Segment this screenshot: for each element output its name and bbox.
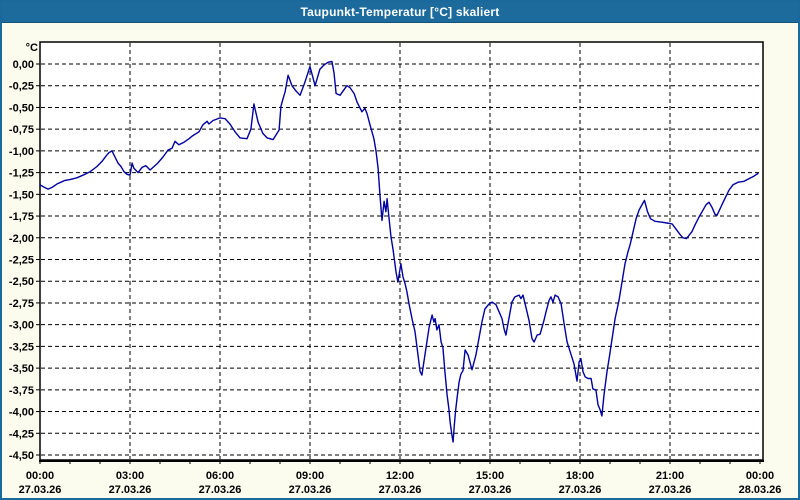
y-axis-tick-label: -3,00 <box>9 320 34 332</box>
x-axis-date-label: 27.03.26 <box>289 484 332 496</box>
y-axis-tick-label: -0,75 <box>9 124 34 136</box>
chart-title: Taupunkt-Temperatur [°C] skaliert <box>300 5 500 19</box>
x-axis-time-label: 06:00 <box>206 470 234 482</box>
y-axis-tick-label: -2,75 <box>9 298 34 310</box>
y-axis-tick-label: -4,00 <box>9 407 34 419</box>
y-axis-tick-label: -2,00 <box>9 233 34 245</box>
y-axis-tick-label: -1,50 <box>9 189 34 201</box>
y-axis-tick-label: -2,50 <box>9 276 34 288</box>
plot-area <box>40 42 763 460</box>
y-axis-tick-label: 0,00 <box>13 59 34 71</box>
y-axis-tick-label: -1,25 <box>9 168 34 180</box>
y-axis-tick-label: -2,25 <box>9 255 34 267</box>
y-axis-tick-label: -3,25 <box>9 341 34 353</box>
y-axis-tick-label: -0,50 <box>9 102 34 114</box>
x-axis-date-label: 28.03.26 <box>739 484 782 496</box>
x-axis-time-label: 00:00 <box>26 470 54 482</box>
x-axis-date-label: 27.03.26 <box>199 484 242 496</box>
x-axis-date-label: 27.03.26 <box>379 484 422 496</box>
x-axis-date-label: 27.03.26 <box>109 484 152 496</box>
x-axis-time-label: 12:00 <box>386 470 414 482</box>
y-axis-tick-label: -1,00 <box>9 146 34 158</box>
x-axis-date-label: 27.03.26 <box>469 484 512 496</box>
x-axis-time-label: 21:00 <box>656 470 684 482</box>
y-axis-tick-label: -3,50 <box>9 363 34 375</box>
y-axis-tick-label: -0,25 <box>9 81 34 93</box>
y-axis-unit-label: °C <box>26 42 38 54</box>
dewpoint-series-line <box>39 60 759 443</box>
y-axis-tick-label: -4,50 <box>9 450 34 462</box>
x-axis-time-label: 18:00 <box>566 470 594 482</box>
y-axis-tick-label: -4,25 <box>9 428 34 440</box>
x-axis-date-label: 27.03.26 <box>649 484 692 496</box>
x-axis-date-label: 27.03.26 <box>559 484 602 496</box>
x-axis-time-label: 09:00 <box>296 470 324 482</box>
y-axis-tick-label: -3,75 <box>9 385 34 397</box>
y-axis-tick-label: -1,75 <box>9 211 34 223</box>
x-axis-time-label: 15:00 <box>476 470 504 482</box>
x-axis-date-label: 27.03.26 <box>19 484 62 496</box>
x-axis-time-label: 00:00 <box>746 470 774 482</box>
x-axis-time-label: 03:00 <box>116 470 144 482</box>
chart-title-bar: Taupunkt-Temperatur [°C] skaliert <box>2 2 798 23</box>
